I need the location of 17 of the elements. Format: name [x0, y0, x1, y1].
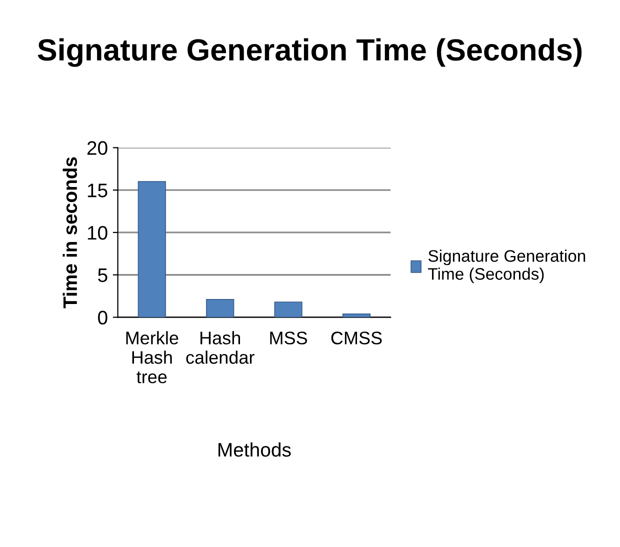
- bar: [274, 302, 302, 318]
- y-tick-label: 15: [88, 184, 108, 198]
- y-axis-title: Time in seconds: [62, 157, 78, 308]
- y-tick-label: 10: [88, 226, 108, 240]
- x-axis-title: Methods: [218, 442, 291, 457]
- bar: [342, 313, 371, 318]
- bar: [138, 181, 166, 318]
- y-tick-label: 0: [98, 310, 108, 324]
- chart-title: Signature Generation Time (Seconds): [38, 38, 582, 67]
- bar: [206, 299, 234, 318]
- x-tick-label: CMSS: [331, 332, 382, 344]
- y-tick-label: 20: [87, 141, 108, 155]
- legend-label: Signature Generation Time (Seconds): [428, 250, 586, 284]
- x-tick-label: Merkle Hash tree: [126, 331, 178, 384]
- x-tick-label: MSS: [270, 332, 308, 344]
- x-tick-label: Hash calendar: [186, 331, 254, 364]
- y-tick-label: 5: [98, 268, 108, 282]
